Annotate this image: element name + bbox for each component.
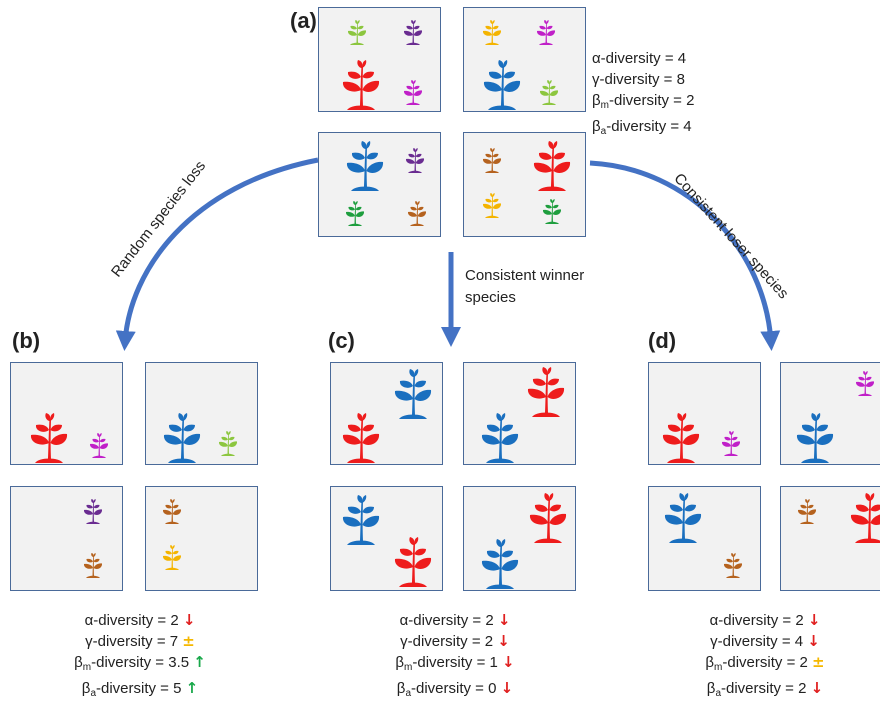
plant-icon <box>539 80 559 105</box>
plot-a1 <box>318 7 441 112</box>
plant-icon <box>721 431 741 456</box>
stat-alpha: α-diversity = 4 <box>592 50 687 67</box>
stat-gamma: γ-diversity = 4 ↓ <box>710 632 820 650</box>
plant-icon <box>480 413 520 463</box>
stat-beta-m: βm-diversity = 1 ↓ <box>395 653 515 673</box>
plant-icon <box>29 413 69 463</box>
plant-icon <box>341 495 381 545</box>
panel-label-c: (c) <box>328 328 355 353</box>
plant-icon <box>403 80 423 105</box>
arrow-down-icon: ↓ <box>500 679 514 697</box>
plant-icon <box>849 493 880 543</box>
plot-d3 <box>648 486 761 591</box>
plant-icon <box>661 413 701 463</box>
arrow-down-icon: ↓ <box>497 611 511 629</box>
plot-b1 <box>10 362 123 465</box>
plot-b2 <box>145 362 258 465</box>
plant-icon <box>528 493 568 543</box>
plant-icon <box>855 371 875 396</box>
stat-beta-a: βa-diversity = 0 ↓ <box>396 679 514 699</box>
path-label-winner-line2: species <box>465 289 516 306</box>
stat-beta-m: βm-diversity = 3.5 ↑ <box>74 653 206 673</box>
plot-b3 <box>10 486 123 591</box>
plot-a3 <box>318 132 441 237</box>
stat-gamma: γ-diversity = 7 ± <box>85 632 195 650</box>
plot-c2 <box>463 362 576 465</box>
stat-alpha: α-diversity = 2 ↓ <box>399 611 511 629</box>
plant-icon <box>162 545 182 570</box>
arrow-down-icon: ↓ <box>502 653 515 671</box>
stats-a: α-diversity = 4 γ-diversity = 8 βm-diver… <box>592 48 694 142</box>
plant-icon <box>482 148 502 173</box>
plant-icon <box>405 148 425 173</box>
plant-icon <box>407 201 427 226</box>
plant-icon <box>723 553 743 578</box>
plot-d4 <box>780 486 880 591</box>
plant-icon <box>345 201 365 226</box>
arrow-up-icon: ↑ <box>185 679 199 697</box>
stat-alpha: α-diversity = 2 ↓ <box>84 611 196 629</box>
stat-beta-a: βa-diversity = 2 ↓ <box>706 679 824 699</box>
plant-icon <box>403 20 423 45</box>
stat-gamma: γ-diversity = 8 <box>592 71 685 88</box>
stat-alpha: α-diversity = 2 ↓ <box>709 611 821 629</box>
plot-a4 <box>463 132 586 237</box>
plot-c4 <box>463 486 576 591</box>
arrow-down-icon: ↓ <box>807 611 821 629</box>
plant-icon <box>345 141 385 191</box>
plant-icon <box>218 431 238 456</box>
plot-d2 <box>780 362 880 465</box>
plant-icon <box>341 60 381 110</box>
arrow-down-icon: ↓ <box>807 632 820 650</box>
panel-label-b: (b) <box>12 328 41 353</box>
path-label-winner: Consistent winner species <box>465 265 584 309</box>
plant-icon <box>536 20 556 45</box>
arrow-consistent-loser <box>589 160 781 351</box>
plot-a2 <box>463 7 586 112</box>
plant-icon <box>480 539 520 589</box>
plot-b4 <box>145 486 258 591</box>
plant-icon <box>347 20 367 45</box>
stat-beta-a: βa-diversity = 4 <box>592 118 692 137</box>
stats-d: α-diversity = 2 ↓ γ-diversity = 4 ↓ βm-d… <box>650 610 880 704</box>
plant-icon <box>83 553 103 578</box>
arrow-up-icon: ↑ <box>193 653 206 671</box>
panel-label-d: (d) <box>648 328 677 353</box>
stat-beta-m: βm-diversity = 2 <box>592 92 695 111</box>
arrow-down-icon: ↓ <box>810 679 824 697</box>
plant-icon <box>89 433 109 458</box>
stats-b: α-diversity = 2 ↓ γ-diversity = 7 ± βm-d… <box>20 610 260 704</box>
plant-icon <box>526 367 566 417</box>
plant-icon <box>482 20 502 45</box>
plant-icon <box>797 499 817 524</box>
stats-c: α-diversity = 2 ↓ γ-diversity = 2 ↓ βm-d… <box>335 610 575 704</box>
plant-icon <box>482 193 502 218</box>
plant-icon <box>542 199 562 224</box>
plant-icon <box>532 141 572 191</box>
plant-icon <box>393 369 433 419</box>
plant-icon <box>393 537 433 587</box>
stat-gamma: γ-diversity = 2 ↓ <box>400 632 510 650</box>
plus-minus-icon: ± <box>812 653 825 671</box>
plant-icon <box>795 413 835 463</box>
plant-icon <box>663 493 703 543</box>
plant-icon <box>341 413 381 463</box>
panel-label-a: (a) <box>290 8 317 33</box>
plant-icon <box>482 60 522 110</box>
stat-beta-a: βa-diversity = 5 ↑ <box>81 679 199 699</box>
plot-c3 <box>330 486 443 591</box>
plant-icon <box>162 499 182 524</box>
plus-minus-icon: ± <box>182 632 195 650</box>
arrow-random-loss <box>115 157 319 351</box>
path-label-winner-line1: Consistent winner <box>465 267 585 284</box>
plant-icon <box>162 413 202 463</box>
plot-c1 <box>330 362 443 465</box>
plot-d1 <box>648 362 761 465</box>
stat-beta-m: βm-diversity = 2 ± <box>705 653 825 673</box>
plant-icon <box>83 499 103 524</box>
arrow-down-icon: ↓ <box>497 632 510 650</box>
arrow-down-icon: ↓ <box>182 611 196 629</box>
